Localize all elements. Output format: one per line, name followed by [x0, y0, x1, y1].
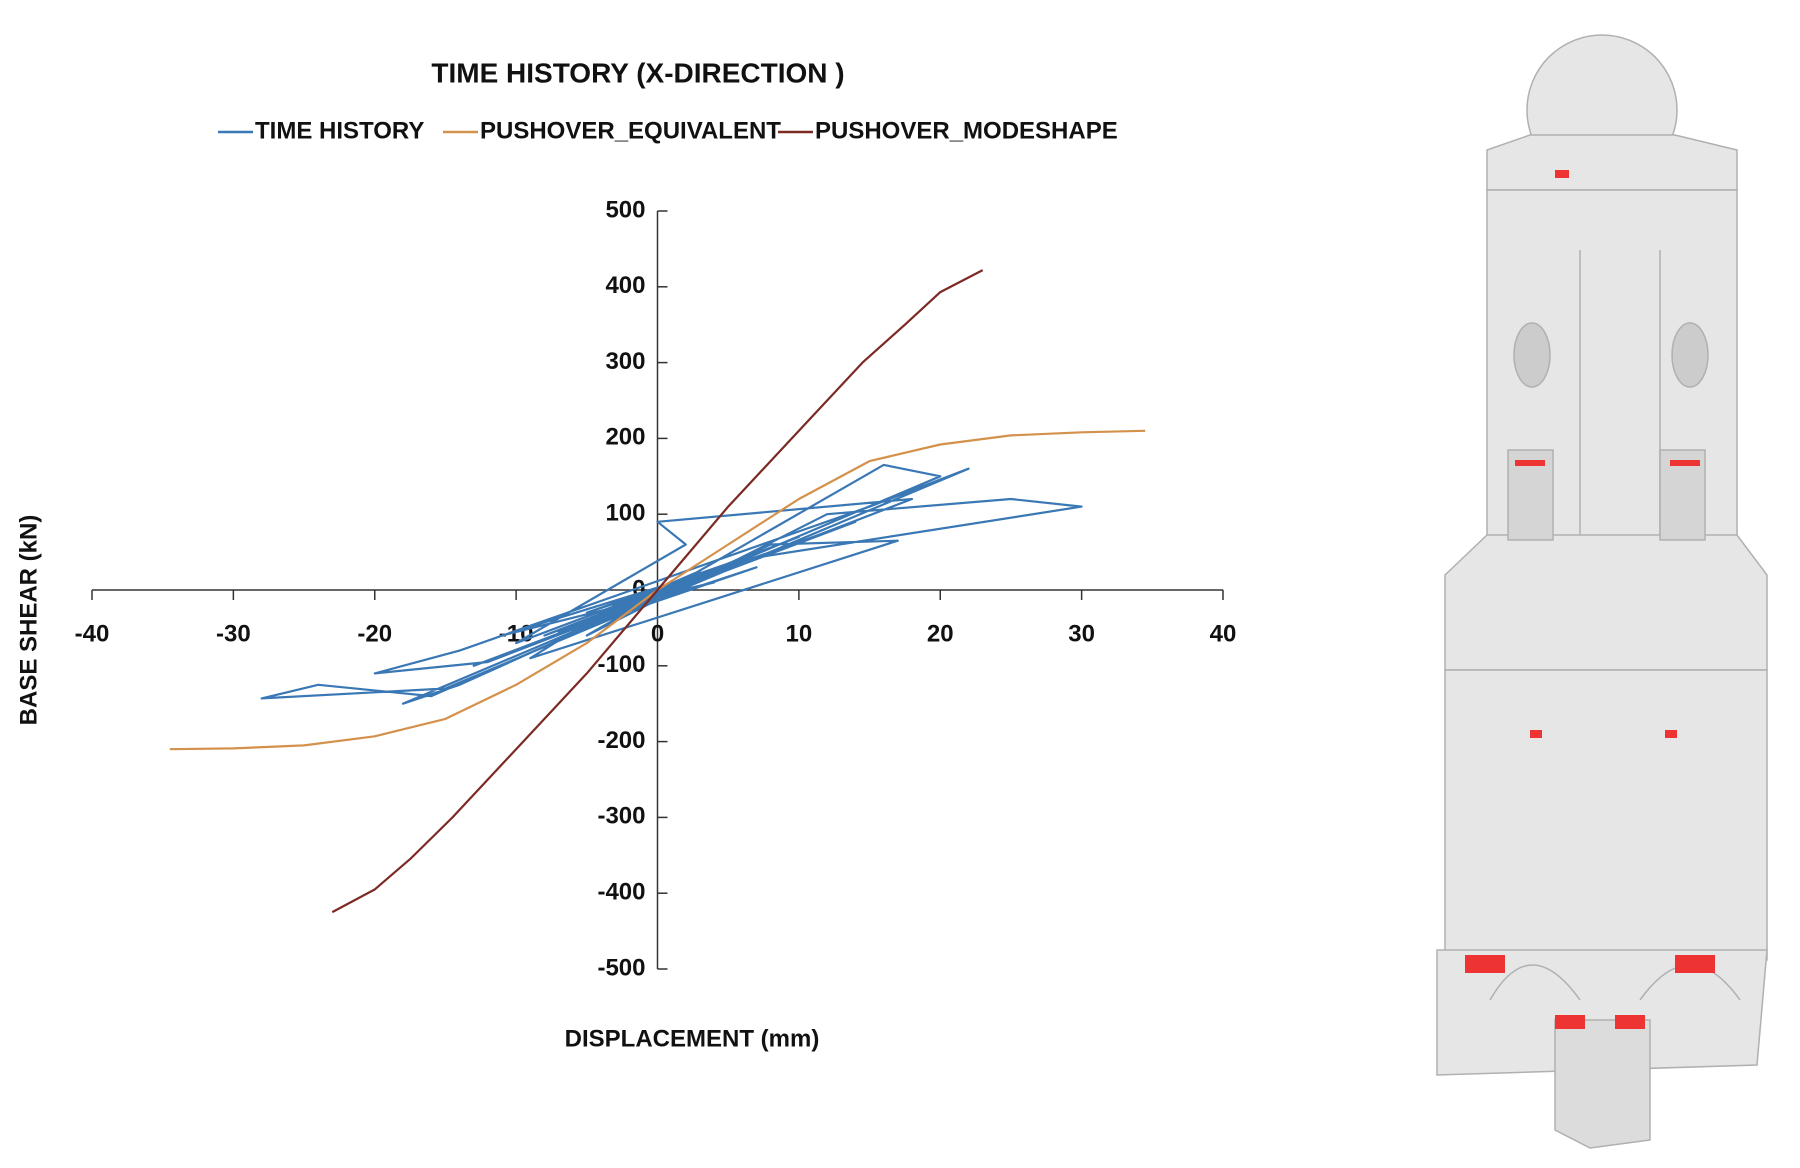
x-tick-label: 40	[1210, 620, 1237, 647]
y-tick-label: 400	[605, 272, 645, 299]
chart-title: TIME HISTORY (X-DIRECTION )	[431, 57, 844, 88]
x-tick-label: -40	[75, 620, 110, 647]
legend-label: PUSHOVER_MODESHAPE	[815, 117, 1118, 144]
legend-label: PUSHOVER_EQUIVALENT	[480, 117, 781, 144]
y-tick-label: 200	[605, 424, 645, 451]
legend-label: TIME HISTORY	[255, 117, 424, 144]
y-tick-label: -500	[597, 954, 645, 981]
y-tick-label: 100	[605, 500, 645, 527]
y-axis-label: BASE SHEAR (kN)	[15, 515, 42, 726]
y-tick-label: -300	[597, 803, 645, 830]
x-tick-label: 10	[786, 620, 813, 647]
x-tick-label: -30	[216, 620, 251, 647]
series-line	[260, 463, 1083, 705]
y-tick-label: -100	[597, 651, 645, 678]
x-tick-label: 20	[927, 620, 954, 647]
y-tick-label: -400	[597, 879, 645, 906]
y-tick-label: -200	[597, 727, 645, 754]
tower-model	[1436, 34, 1768, 1149]
series-line	[331, 269, 984, 914]
x-axis-label: DISPLACEMENT (mm)	[565, 1025, 820, 1052]
x-tick-label: 30	[1068, 620, 1095, 647]
x-tick-label: -20	[357, 620, 392, 647]
y-tick-label: 500	[605, 196, 645, 223]
x-tick-label: 0	[651, 620, 664, 647]
y-tick-label: 300	[605, 348, 645, 375]
